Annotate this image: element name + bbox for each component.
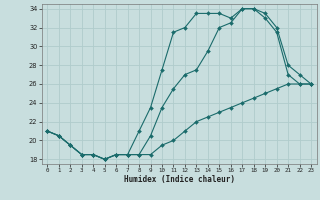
X-axis label: Humidex (Indice chaleur): Humidex (Indice chaleur) xyxy=(124,175,235,184)
